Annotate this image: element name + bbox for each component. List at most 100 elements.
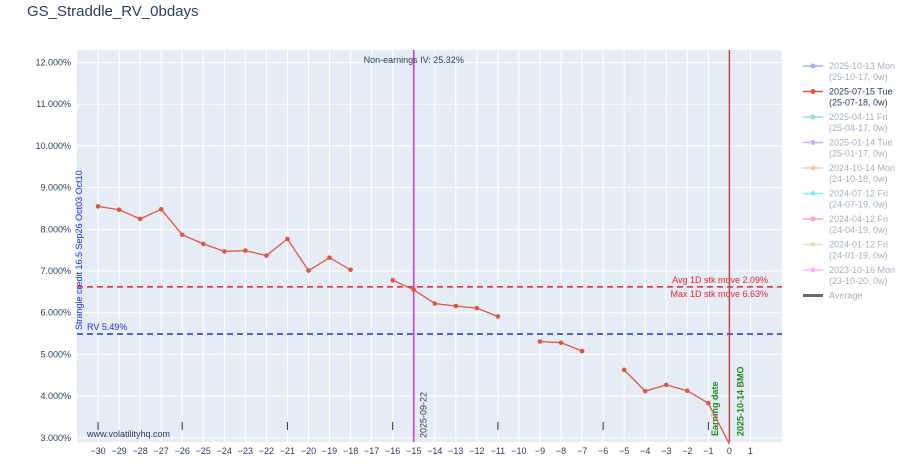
x-tick-label: −7 — [577, 446, 587, 456]
y-tick-label: 12.000% — [35, 58, 71, 68]
series-line — [392, 279, 499, 318]
data-point — [453, 303, 459, 309]
x-tick-label: −11 — [491, 446, 506, 456]
legend-swatch-marker — [810, 114, 816, 120]
x-tick-label: −9 — [535, 446, 545, 456]
legend-sublabel: (25-10-17, 0w) — [829, 72, 888, 82]
data-point — [411, 287, 417, 293]
legend-sublabel: (24-01-19, 0w) — [829, 251, 888, 261]
marker-date-label: 2025-09-22 — [419, 392, 429, 438]
y-tick-label: 9.000% — [40, 183, 71, 193]
x-tick-label: −18 — [343, 446, 358, 456]
x-tick-label: −19 — [322, 446, 337, 456]
legend-label: 2023-10-16 Mon — [829, 265, 895, 275]
legend-item[interactable]: Average — [803, 291, 862, 301]
data-point — [348, 267, 353, 273]
legend-label: 2025-10-13 Mon — [829, 61, 895, 71]
data-point — [158, 207, 164, 212]
x-tick-label: −26 — [175, 446, 190, 456]
legend-swatch-marker — [810, 140, 816, 145]
legend-sublabel: (25-07-18, 0w) — [829, 98, 888, 108]
rv-label: RV 5.49% — [87, 322, 127, 332]
y-tick-label: 10.000% — [35, 141, 71, 151]
x-tick-label: 1 — [748, 446, 753, 456]
data-point — [179, 232, 185, 238]
legend-label: 2025-07-15 Tue — [829, 87, 893, 97]
data-point — [243, 248, 248, 253]
legend-item[interactable]: 2025-10-13 Mon(25-10-17, 0w) — [803, 61, 895, 82]
y-tick-label: 7.000% — [40, 266, 71, 276]
y-tick-label: 3.000% — [40, 433, 71, 443]
legend-label: 2024-07-12 Fri — [829, 189, 888, 199]
x-tick-label: −3 — [661, 446, 671, 456]
y-tick-label: 4.000% — [40, 391, 71, 401]
legend-item[interactable]: 2024-04-12 Fri(24-04-19, 0w) — [803, 214, 888, 235]
data-point — [390, 277, 395, 283]
legend-label: 2025-04-11 Fri — [829, 112, 887, 122]
non-earnings-iv-label: Non-earnings IV: 25.32% — [364, 55, 464, 65]
x-tick-label: −12 — [469, 446, 484, 456]
earning-date-label: Earning date — [710, 381, 720, 436]
x-tick-label: −14 — [427, 446, 442, 456]
data-point — [327, 255, 332, 260]
x-tick-label: −25 — [196, 446, 211, 456]
x-tick-label: −10 — [511, 446, 526, 456]
x-tick-label: −1 — [703, 446, 713, 456]
legend-item[interactable]: 2025-04-11 Fri(25-04-17, 0w) — [803, 112, 888, 133]
data-point — [495, 314, 501, 319]
x-tick-label: −2 — [682, 446, 692, 456]
y-tick-label: 8.000% — [40, 224, 71, 234]
x-tick-label: −13 — [448, 446, 463, 456]
data-point — [663, 382, 669, 388]
legend-item[interactable]: 2024-10-14 Mon(24-10-18, 0w) — [803, 163, 895, 184]
data-point — [222, 249, 227, 254]
x-axis: −30 −29 −28 −27 −26 −25 −24 −23 −22 −2 1 −20 −19 −18 −… — [90, 446, 753, 456]
x-tick-label: −28 — [132, 446, 147, 456]
plot-area — [77, 50, 782, 442]
legend-swatch-marker — [810, 216, 816, 222]
series-line — [623, 369, 730, 445]
y-tick-label: 5.000% — [40, 349, 71, 359]
x-tick-label: −8 — [556, 446, 566, 456]
data-point — [264, 253, 269, 258]
legend-swatch-marker — [810, 89, 816, 94]
x-tick-label: −27 — [154, 446, 169, 456]
x-tick-label: −23 — [238, 446, 253, 456]
watermark: www.volatilityhq.com — [86, 429, 170, 439]
y-tick-label: 6.000% — [40, 308, 71, 318]
data-point — [474, 305, 480, 311]
grid — [77, 50, 782, 442]
legend-sublabel: (24-10-18, 0w) — [829, 174, 888, 184]
earnings-event-label: 2025-10-14 BMO — [735, 366, 745, 436]
legend-sublabel: (25-01-17, 0w) — [829, 149, 888, 159]
y-tick-label: 11.000% — [36, 99, 71, 109]
x-tick-label: −30 — [90, 446, 105, 456]
legend-item[interactable]: 2024-01-12 Fri(24-01-19, 0w) — [803, 240, 888, 261]
legend-item[interactable]: 2025-07-15 Tue(25-07-18, 0w) — [803, 87, 893, 108]
x-tick-label: −6 — [598, 446, 608, 456]
x-tick-label: −29 — [111, 446, 126, 456]
data-point — [200, 241, 206, 247]
legend-label: 2024-01-12 Fri — [829, 240, 888, 250]
data-point — [579, 348, 585, 354]
legend-sublabel: (24-04-19, 0w) — [829, 225, 888, 235]
legend-swatch-marker — [810, 165, 816, 171]
legend-item[interactable]: 2024-07-12 Fri(24-07-19, 0w) — [803, 189, 888, 210]
data-point — [684, 388, 690, 394]
max-move-label: Max 1D stk move 6.63% — [670, 289, 768, 299]
legend[interactable]: 2025-10-13 Mon(25-10-17, 0w) 2025-07-15 T… — [803, 61, 895, 301]
legend-sublabel: (23-10-20, 0w) — [829, 276, 888, 286]
legend-item[interactable]: 2025-01-14 Tue(25-01-17, 0w) — [803, 138, 893, 159]
legend-label: 2024-10-14 Mon — [829, 163, 895, 173]
data-point — [432, 301, 438, 306]
x-tick-label: −24 — [217, 446, 232, 456]
x-tick-label: −20 — [301, 446, 316, 456]
legend-sublabel: (25-04-17, 0w) — [829, 123, 888, 133]
strangle-credit-label: Strangle credit 16.5 Sep26 Oct03 Oct10 — [74, 170, 84, 330]
x-tick-label: −22 — [259, 446, 274, 456]
legend-swatch-marker — [810, 63, 816, 69]
data-point — [285, 236, 290, 242]
chart-title: GS_Straddle_RV_0bdays — [27, 3, 199, 20]
legend-item[interactable]: 2023-10-16 Mon(23-10-20, 0w) — [803, 265, 895, 286]
